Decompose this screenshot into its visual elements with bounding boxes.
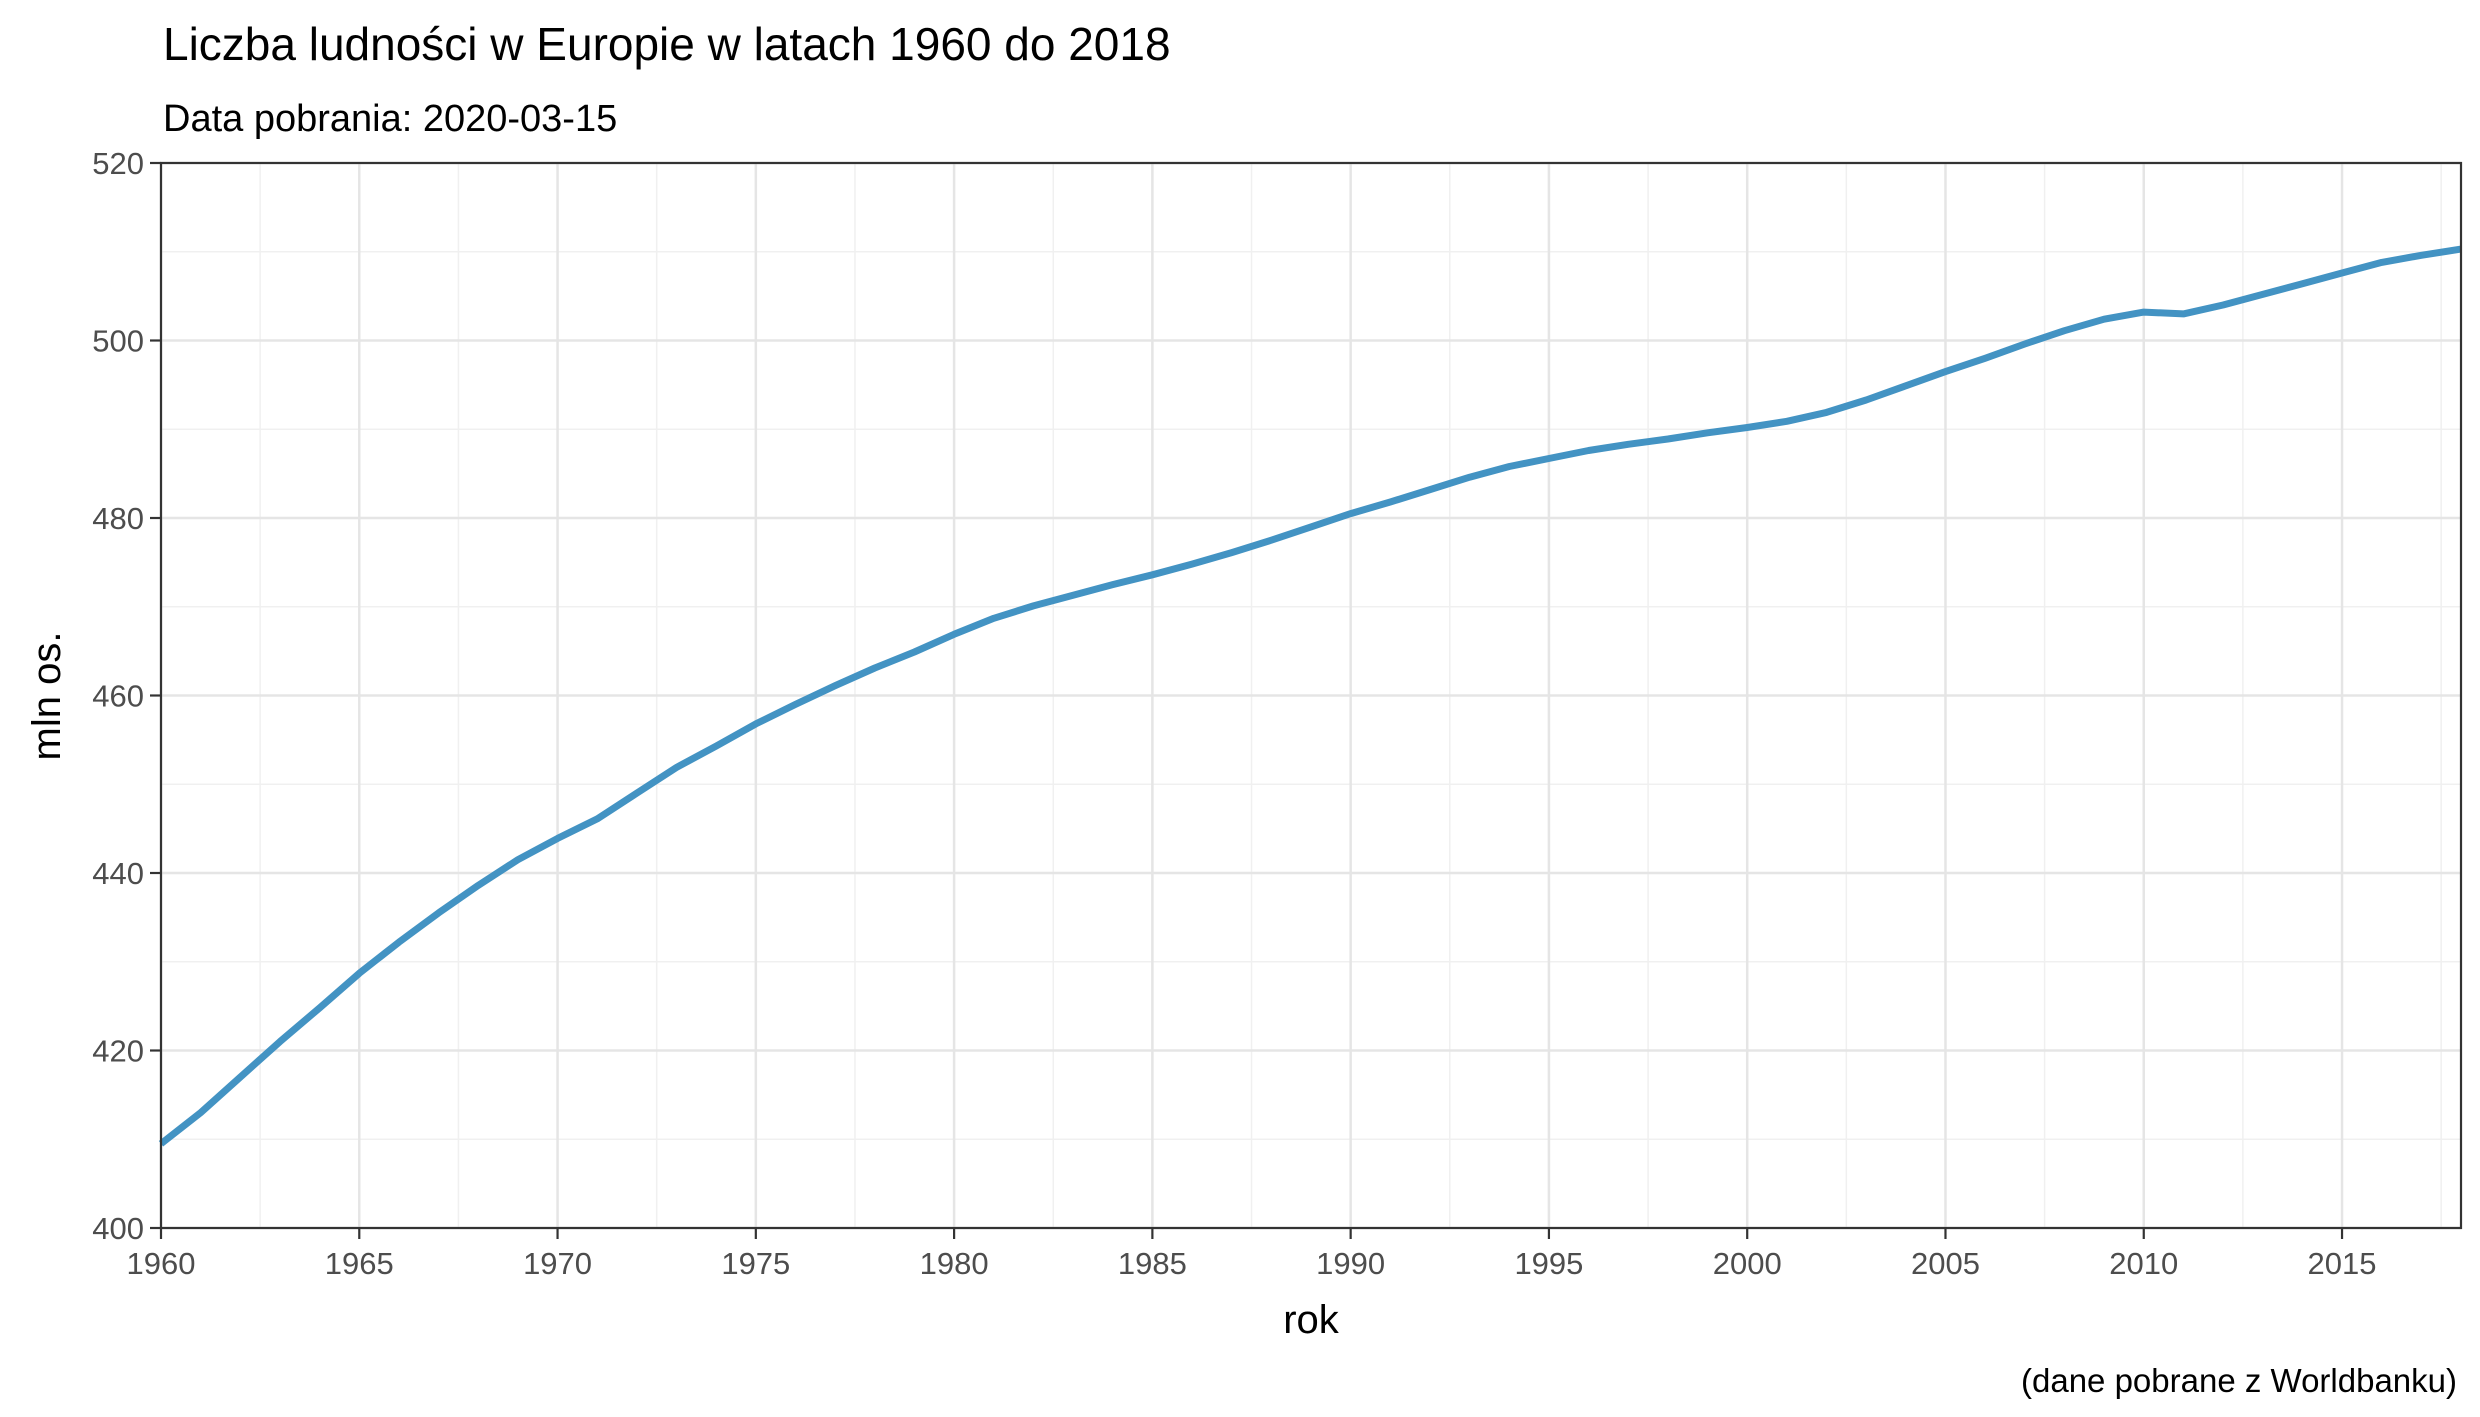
x-tick-label: 1965 [325, 1246, 394, 1281]
y-tick-label: 500 [92, 324, 144, 359]
y-tick-label: 520 [92, 146, 144, 181]
y-tick-label: 480 [92, 501, 144, 536]
grid [159, 161, 2461, 1230]
chart-caption: (dane pobrane z Worldbanku) [2021, 1362, 2457, 1399]
x-tick-label: 2000 [1713, 1246, 1782, 1281]
series-line [158, 245, 2462, 1147]
chart-title: Liczba ludności w Europie w latach 1960 … [163, 18, 1171, 70]
y-tick-label: 400 [92, 1211, 144, 1246]
x-tick-label: 1960 [127, 1246, 196, 1281]
y-tick-label: 440 [92, 856, 144, 891]
x-tick-label: 1985 [1118, 1246, 1187, 1281]
x-tick-label: 2005 [1911, 1246, 1980, 1281]
x-tick-label: 2015 [2308, 1246, 2377, 1281]
x-tick-label: 1995 [1514, 1246, 1583, 1281]
x-tick-label: 1980 [920, 1246, 989, 1281]
x-axis-title: rok [1283, 1298, 1340, 1342]
axes: 1960 1965 1970 1975 1980 1985 1990 1995 2000 2005… [92, 146, 2376, 1281]
x-tick-label: 2010 [2109, 1246, 2178, 1281]
x-tick-label: 1990 [1316, 1246, 1385, 1281]
x-tick-label: 1975 [721, 1246, 790, 1281]
x-tick-label: 1970 [523, 1246, 592, 1281]
chart-subtitle: Data pobrania: 2020-03-15 [163, 98, 617, 140]
y-tick-label: 420 [92, 1034, 144, 1069]
series-layer [158, 245, 2462, 1147]
y-tick-label: 460 [92, 679, 144, 714]
y-axis-title: mln os. [25, 632, 69, 761]
